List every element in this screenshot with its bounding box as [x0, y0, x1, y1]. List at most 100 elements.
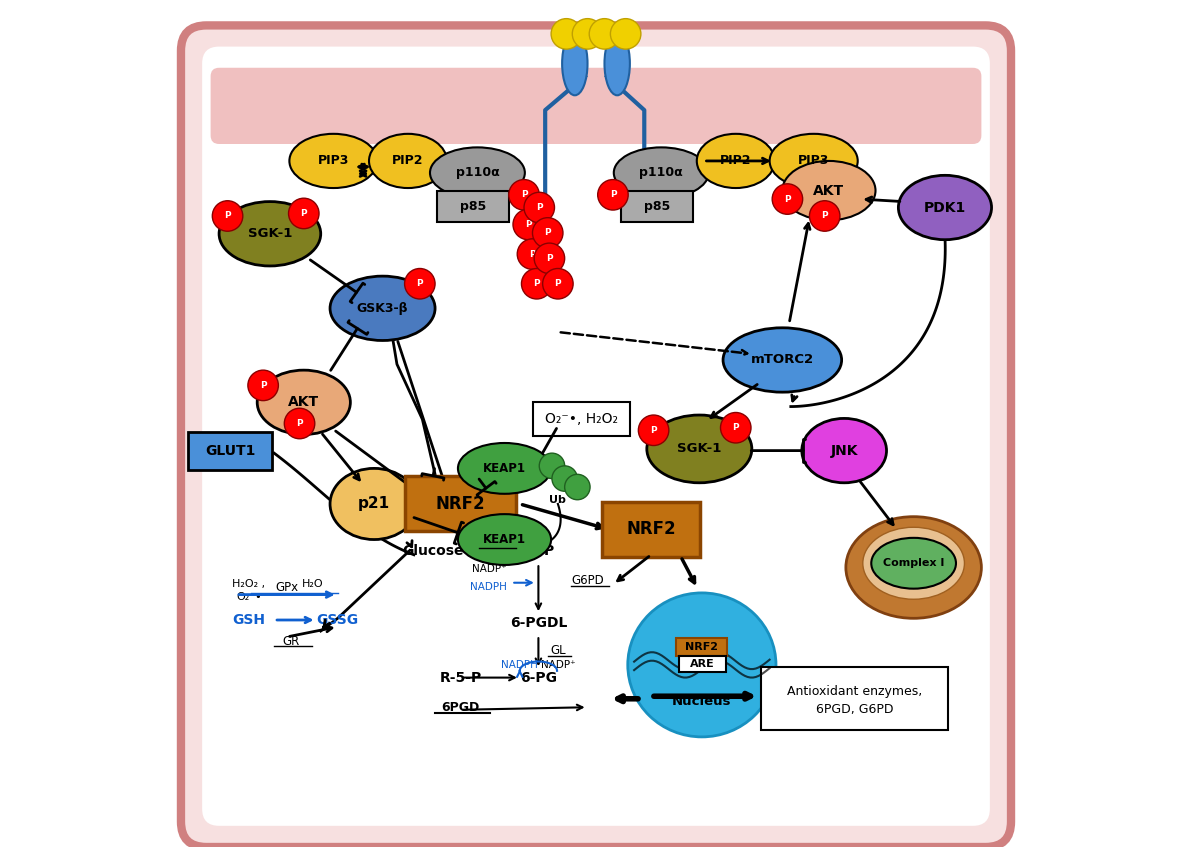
- Ellipse shape: [846, 517, 981, 618]
- Ellipse shape: [219, 202, 321, 266]
- Text: P: P: [732, 424, 739, 432]
- Text: P: P: [609, 191, 616, 199]
- Text: p85: p85: [460, 200, 486, 213]
- Circle shape: [720, 412, 751, 443]
- Text: mTORC2: mTORC2: [751, 353, 814, 367]
- Text: Nucleus: Nucleus: [672, 695, 732, 708]
- Circle shape: [533, 218, 563, 248]
- Text: SGK-1: SGK-1: [248, 227, 292, 241]
- Text: KEAP1: KEAP1: [483, 533, 526, 546]
- Text: AKT: AKT: [288, 396, 319, 409]
- FancyBboxPatch shape: [203, 47, 989, 826]
- Text: P: P: [784, 195, 790, 203]
- Text: PIP3: PIP3: [318, 154, 349, 168]
- Circle shape: [589, 19, 620, 49]
- Text: GLUT1: GLUT1: [205, 444, 255, 457]
- Text: P: P: [554, 280, 561, 288]
- FancyBboxPatch shape: [679, 656, 726, 672]
- Text: JNK: JNK: [831, 444, 858, 457]
- Text: P: P: [524, 220, 532, 229]
- Text: G6P: G6P: [523, 544, 554, 557]
- Circle shape: [542, 268, 573, 299]
- Text: PIP2: PIP2: [720, 154, 751, 168]
- Text: H₂O: H₂O: [302, 579, 323, 590]
- Text: P: P: [260, 381, 267, 390]
- Ellipse shape: [770, 134, 858, 188]
- Circle shape: [248, 370, 279, 401]
- Circle shape: [285, 408, 315, 439]
- Circle shape: [517, 239, 547, 269]
- Ellipse shape: [330, 276, 435, 340]
- FancyBboxPatch shape: [405, 476, 515, 532]
- Text: SGK-1: SGK-1: [677, 442, 721, 456]
- Circle shape: [809, 201, 840, 231]
- FancyBboxPatch shape: [188, 432, 273, 469]
- Text: P: P: [821, 212, 828, 220]
- Text: HK: HK: [489, 537, 505, 551]
- Text: NADP⁺: NADP⁺: [541, 660, 576, 670]
- FancyBboxPatch shape: [437, 191, 509, 222]
- Ellipse shape: [370, 134, 447, 188]
- Circle shape: [597, 180, 628, 210]
- Text: GR: GR: [283, 634, 299, 648]
- Text: p110α: p110α: [455, 166, 499, 180]
- Ellipse shape: [863, 527, 964, 600]
- Text: KEAP1: KEAP1: [483, 462, 526, 475]
- FancyBboxPatch shape: [181, 25, 1011, 847]
- Ellipse shape: [604, 31, 629, 96]
- Text: p85: p85: [644, 200, 670, 213]
- Text: PDK1: PDK1: [924, 201, 966, 214]
- FancyBboxPatch shape: [677, 638, 727, 656]
- Ellipse shape: [802, 418, 887, 483]
- Text: P: P: [529, 250, 535, 258]
- Circle shape: [534, 243, 565, 274]
- Ellipse shape: [458, 514, 551, 565]
- Text: NRF2: NRF2: [626, 520, 676, 539]
- Ellipse shape: [647, 415, 752, 483]
- Ellipse shape: [782, 161, 875, 220]
- Text: p110α: p110α: [639, 166, 683, 180]
- Text: Ub: Ub: [550, 495, 566, 505]
- Ellipse shape: [330, 468, 418, 540]
- Text: P: P: [521, 191, 527, 199]
- Text: P: P: [536, 203, 542, 212]
- Circle shape: [288, 198, 319, 229]
- Circle shape: [524, 192, 554, 223]
- Circle shape: [572, 19, 603, 49]
- Text: GSK3-β: GSK3-β: [356, 302, 409, 315]
- Text: P: P: [651, 426, 657, 435]
- Ellipse shape: [871, 538, 956, 589]
- Ellipse shape: [628, 593, 776, 737]
- Text: Antioxidant enzymes,: Antioxidant enzymes,: [787, 685, 921, 699]
- Ellipse shape: [614, 147, 709, 198]
- Text: P: P: [297, 419, 303, 428]
- Circle shape: [539, 453, 565, 479]
- Ellipse shape: [697, 134, 775, 188]
- Text: R-5-P: R-5-P: [440, 671, 482, 684]
- Ellipse shape: [290, 134, 378, 188]
- Text: NADPH: NADPH: [502, 660, 539, 670]
- Text: P: P: [545, 229, 551, 237]
- Text: P: P: [546, 254, 553, 263]
- FancyBboxPatch shape: [533, 402, 631, 436]
- Text: P: P: [533, 280, 540, 288]
- Text: NADPH: NADPH: [470, 582, 507, 592]
- FancyBboxPatch shape: [211, 68, 981, 144]
- FancyBboxPatch shape: [621, 191, 693, 222]
- Text: p21: p21: [358, 496, 390, 512]
- Text: 6-PGDL: 6-PGDL: [510, 616, 567, 629]
- Text: ARE: ARE: [689, 659, 714, 669]
- Text: 6PGD: 6PGD: [441, 700, 479, 714]
- Circle shape: [565, 474, 590, 500]
- Text: GPx: GPx: [275, 581, 298, 595]
- Text: 6PGD, G6PD: 6PGD, G6PD: [815, 703, 893, 717]
- Ellipse shape: [257, 370, 350, 435]
- Text: NADP⁺: NADP⁺: [472, 564, 507, 574]
- Text: 6-PG: 6-PG: [520, 671, 557, 684]
- Circle shape: [639, 415, 669, 446]
- FancyBboxPatch shape: [602, 501, 700, 557]
- Circle shape: [772, 184, 802, 214]
- Text: H₂O₂ ,: H₂O₂ ,: [232, 579, 266, 590]
- Text: O₂⁻•, H₂O₂: O₂⁻•, H₂O₂: [545, 412, 619, 426]
- Ellipse shape: [430, 147, 524, 198]
